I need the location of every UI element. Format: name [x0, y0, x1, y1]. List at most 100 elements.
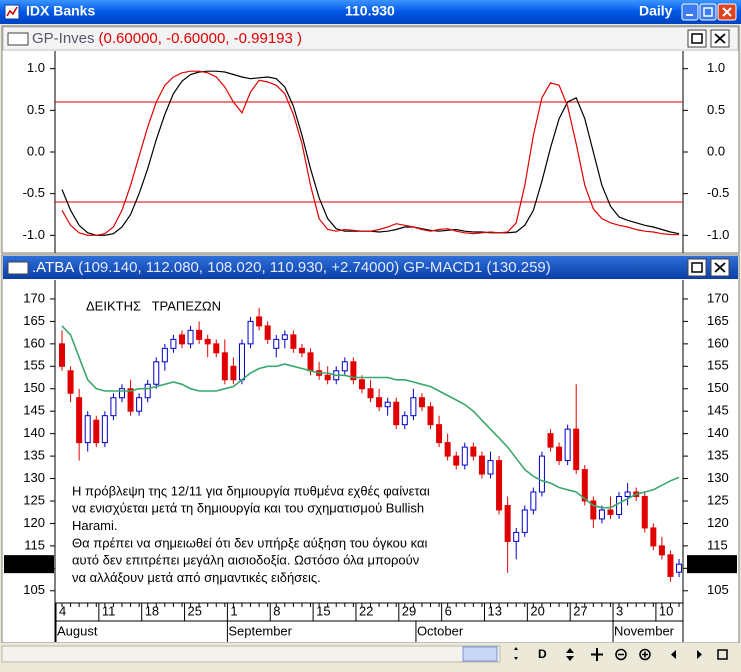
month-label: October	[417, 623, 464, 638]
window-price: 110.930	[345, 3, 395, 19]
maximize-button[interactable]	[699, 3, 717, 21]
pane-close-glyph	[714, 33, 726, 44]
pane-title: .ATBA	[32, 259, 74, 276]
y-tick-label: 125	[23, 492, 45, 507]
y-tick-label: -0.5	[707, 185, 729, 200]
pane-values: (109.140, 112.080, 108.020, 110.930, +2.…	[78, 259, 399, 276]
annotation-line: να αλλάξουν μετά από σημαντικές ειδήσεις…	[72, 570, 321, 585]
y-tick-label: 165	[707, 313, 729, 328]
candle-body	[307, 352, 314, 372]
toolbar-button-zoom-y[interactable]	[566, 648, 574, 661]
y-tick-label: 1.0	[707, 60, 725, 75]
candle-body	[393, 401, 400, 426]
y-tick-label: -0.5	[23, 185, 45, 200]
y-tick-label: 0.5	[27, 102, 45, 117]
toolbar-button-right[interactable]	[697, 650, 702, 659]
candle-body	[598, 509, 605, 520]
pane-indicator	[1, 25, 740, 254]
pane-maximize-glyph	[691, 262, 703, 273]
candle-body	[641, 495, 648, 529]
candle-body	[658, 545, 665, 556]
x-tick-label: 4	[59, 603, 66, 618]
candle-body	[256, 316, 263, 327]
toolbar-button-zoom-out[interactable]	[615, 648, 627, 661]
minimize-button[interactable]	[681, 3, 699, 21]
pane-maximize[interactable]	[687, 29, 707, 48]
candle-body	[67, 370, 74, 394]
candle-body	[76, 397, 83, 444]
candle-body	[547, 433, 554, 448]
toolbar-button-scroll[interactable]	[514, 647, 518, 660]
annotation-title: ΔΕΙΚΤΗΣ ΤΡΑΠΕΖΩΝ	[86, 298, 221, 313]
toolbar-button-zoom-in[interactable]	[639, 648, 651, 661]
last-price-box	[4, 555, 54, 574]
x-tick-label: 1	[230, 603, 237, 618]
candle-body	[178, 334, 185, 345]
candle-body	[213, 343, 220, 354]
y-tick-label: 105	[23, 582, 45, 597]
pane-header	[2, 26, 739, 51]
candle-body	[298, 347, 305, 354]
y-tick-label: 155	[707, 358, 729, 373]
candle-body	[616, 495, 623, 515]
y-tick-label: 0.0	[707, 143, 725, 158]
candle-body	[676, 563, 683, 573]
toolbar-glyph	[642, 651, 648, 658]
y-tick-label: 130	[707, 470, 729, 485]
candle-body	[496, 460, 503, 511]
y-tick-label: 140	[23, 425, 45, 440]
series-line	[61, 70, 680, 236]
month-label: September	[228, 623, 292, 638]
candle-body	[376, 397, 383, 408]
candle-body	[196, 329, 203, 340]
candle-body	[110, 397, 117, 417]
last-price-label: 110.93	[7, 556, 46, 571]
window-period: Daily	[639, 3, 673, 19]
annotation-line: Harami.	[72, 518, 118, 533]
y-tick-label: 105	[707, 582, 729, 597]
pane-price	[1, 254, 740, 644]
candle-body	[410, 397, 417, 417]
window-buttons	[681, 3, 737, 21]
candle-body	[521, 509, 528, 533]
pane-maximize[interactable]	[687, 258, 707, 277]
x-tick-label: 27	[573, 603, 587, 618]
x-tick-label: 25	[188, 603, 202, 618]
candle-body	[230, 365, 237, 381]
series-line	[61, 325, 680, 509]
scrollbar-thumb[interactable]	[462, 646, 498, 662]
y-tick-label: -1.0	[707, 227, 729, 242]
close-glyph	[722, 7, 732, 17]
toolbar-button-fit[interactable]	[717, 649, 728, 660]
candle-body	[153, 361, 160, 385]
candle-body	[556, 446, 563, 462]
y-tick-label: 165	[23, 313, 45, 328]
y-tick-label: 1.0	[27, 60, 45, 75]
candle-body	[93, 419, 100, 444]
candle-body	[324, 374, 331, 381]
candle-body	[418, 397, 425, 408]
candle-body	[607, 509, 614, 515]
candle-body	[487, 460, 494, 475]
window-title: IDX Banks	[26, 3, 95, 19]
annotation-line: να ενισχύεται μετά τη δημιουργία και του…	[72, 501, 424, 516]
y-tick-label: -1.0	[23, 227, 45, 242]
candle-body	[358, 379, 365, 390]
toolbar-button-daily[interactable]: D	[538, 647, 547, 661]
annotation-line: Η πρόβλεψη της 12/11 για δημιουργία πυθμ…	[72, 483, 430, 498]
toolbar-button-left[interactable]	[671, 650, 676, 659]
candle-body	[461, 446, 468, 466]
x-tick-label: 6	[445, 603, 452, 618]
candle-body	[350, 361, 357, 381]
scrollbar[interactable]	[1, 645, 501, 663]
candle-body	[161, 347, 168, 363]
y-tick-label: 115	[707, 537, 728, 552]
candle-body	[650, 527, 657, 547]
toolbar-button-move[interactable]	[591, 648, 603, 661]
y-tick-label: 135	[23, 448, 45, 463]
toolbar-buttons: D	[514, 647, 728, 661]
candle-body	[436, 424, 443, 444]
candle-body	[367, 388, 374, 399]
candle-body	[530, 491, 537, 511]
